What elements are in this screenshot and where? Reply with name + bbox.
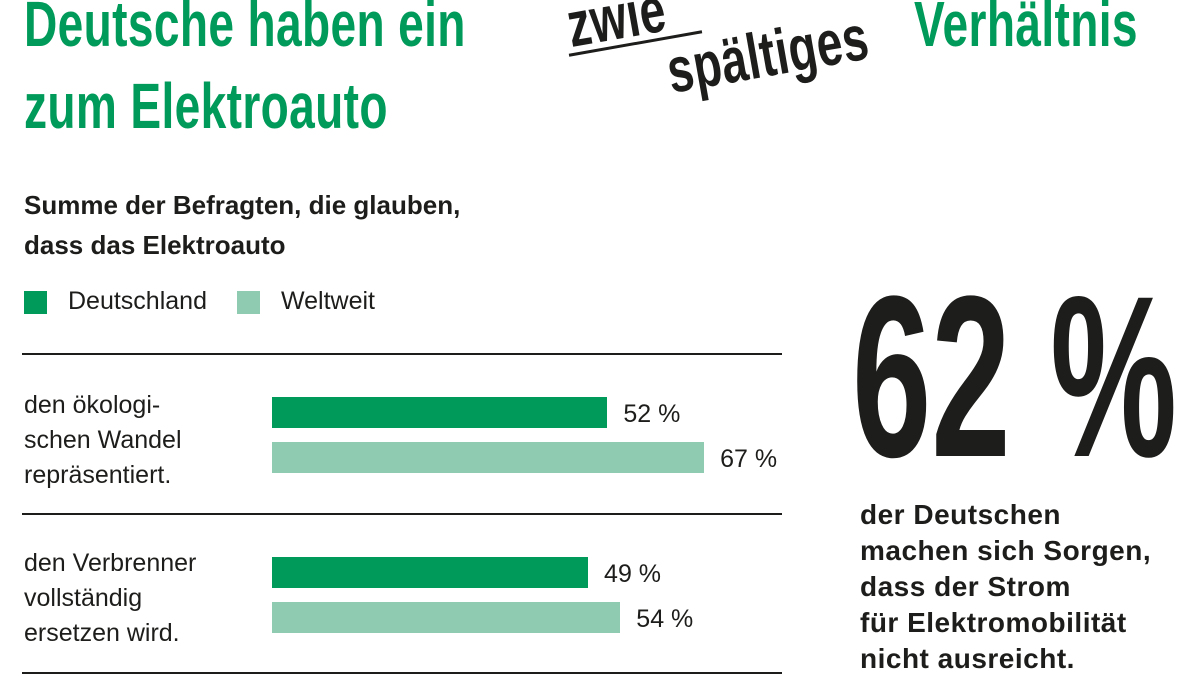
title-word: Verhältnis — [914, 0, 1138, 60]
value-label: 54 % — [636, 605, 694, 633]
value-label: 67 % — [720, 445, 778, 473]
legend-swatch — [24, 291, 47, 314]
rule — [22, 353, 782, 355]
bar — [272, 602, 621, 633]
title-split-word: spältiges — [661, 0, 874, 107]
legend-swatch — [236, 291, 260, 314]
chart-title: Summe der Befragten, die glauben, dass d… — [24, 190, 461, 260]
bar — [272, 397, 608, 428]
category-label: den ökologi- schen Wandel repräsentiert. — [24, 391, 182, 489]
rule — [22, 513, 782, 515]
legend-label: Weltweit — [280, 287, 375, 315]
stat-text: der Deutschen machen sich Sorgen, dass d… — [860, 499, 1152, 674]
value-label: 49 % — [604, 560, 662, 588]
rule — [22, 672, 782, 674]
value-label: 52 % — [623, 400, 681, 428]
stat-figure: 62 % — [852, 248, 1178, 505]
title-line: Deutsche haben ein — [24, 0, 466, 60]
bar — [272, 442, 705, 473]
bar — [272, 557, 589, 588]
title-line: zum Elektroauto — [24, 70, 388, 142]
category-label: den Verbrenner vollständig ersetzen wird… — [24, 549, 197, 647]
title-strike-word: zwie — [561, 0, 672, 61]
legend-label: Deutschland — [68, 287, 207, 315]
